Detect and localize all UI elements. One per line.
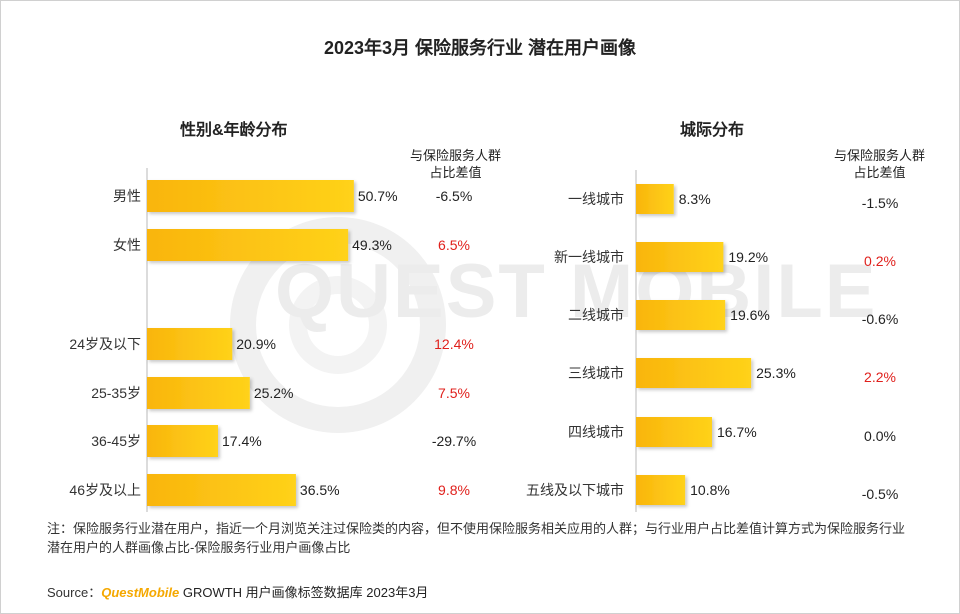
left-panel-title: 性别&年龄分布: [180, 122, 288, 139]
value-label: 17.4%: [222, 433, 262, 449]
bar: [147, 328, 233, 360]
right-bar-chart: 一线城市 8.3% -1.5% 新一线城市 19.2% 0.2% 二线城市 19.6% -0.6…: [526, 170, 898, 512]
value-label: 16.7%: [717, 424, 757, 440]
value-label: 50.7%: [358, 188, 398, 204]
category-label: 新一线城市: [554, 249, 624, 265]
category-label: 24岁及以下: [69, 336, 141, 352]
bar: [147, 474, 296, 506]
bar: [147, 229, 349, 261]
diff-label: 0.2%: [864, 253, 896, 269]
category-label: 四线城市: [568, 424, 624, 440]
category-label: 五线及以下城市: [526, 482, 624, 498]
source-brand: QuestMobile: [101, 585, 180, 600]
right-panel-title: 城际分布: [680, 122, 745, 139]
diff-label: -0.6%: [862, 311, 899, 327]
source-label: Source：: [47, 585, 102, 600]
right-diff-header: 与保险服务人群 占比差值: [812, 147, 947, 181]
left-diff-header: 与保险服务人群 占比差值: [388, 147, 523, 181]
bar: [636, 358, 752, 388]
value-label: 25.3%: [756, 365, 796, 381]
chart-title: 2023年3月 保险服务行业 潜在用户画像: [323, 38, 637, 58]
footnote: 注：保险服务行业潜在用户，指近一个月浏览关注过保险类的内容，但不使用保险服务相关…: [47, 521, 906, 555]
diff-label: -0.5%: [862, 486, 899, 502]
watermark-text: QUEST MOBILE: [275, 249, 878, 334]
diff-label: 7.5%: [438, 385, 470, 401]
bar: [636, 417, 712, 447]
category-label: 三线城市: [568, 365, 624, 381]
diff-label: 12.4%: [434, 336, 474, 352]
bar: [636, 475, 686, 505]
diff-label: -1.5%: [862, 195, 899, 211]
category-label: 36-45岁: [91, 433, 141, 449]
category-label: 25-35岁: [91, 385, 141, 401]
left-bar-chart: 男性 50.7% -6.5% 女性 49.3% 6.5% 24岁及以下 20.9% 12.4% 2…: [69, 168, 476, 512]
value-label: 49.3%: [352, 237, 392, 253]
value-label: 19.2%: [728, 249, 768, 265]
category-label: 46岁及以上: [69, 482, 141, 498]
bar: [636, 242, 724, 272]
diff-label: 9.8%: [438, 482, 470, 498]
bar: [147, 180, 354, 212]
diff-label: 2.2%: [864, 369, 896, 385]
value-label: 36.5%: [300, 482, 340, 498]
bar: [147, 425, 218, 457]
category-label: 二线城市: [568, 307, 624, 323]
diff-label: 6.5%: [438, 237, 470, 253]
value-label: 19.6%: [730, 307, 770, 323]
diff-label: 0.0%: [864, 428, 896, 444]
source-text: GROWTH 用户画像标签数据库 2023年3月: [182, 585, 429, 600]
bar: [636, 184, 674, 214]
left-diff-header-line1: 与保险服务人群: [409, 148, 501, 163]
diff-label: -29.7%: [432, 433, 476, 449]
bar: [147, 377, 250, 409]
value-label: 20.9%: [236, 336, 276, 352]
category-label: 女性: [113, 237, 141, 253]
diff-label: -6.5%: [436, 188, 473, 204]
bar: [636, 300, 726, 330]
source-line: Source：QuestMobile GROWTH 用户画像标签数据库 2023…: [47, 582, 428, 601]
category-label: 一线城市: [568, 191, 624, 207]
value-label: 8.3%: [679, 191, 711, 207]
right-diff-header-line1: 与保险服务人群: [833, 148, 925, 163]
value-label: 10.8%: [690, 482, 730, 498]
category-label: 男性: [113, 188, 141, 204]
value-label: 25.2%: [254, 385, 294, 401]
left-diff-header-line2: 占比差值: [429, 165, 482, 180]
right-diff-header-line2: 占比差值: [853, 165, 906, 180]
